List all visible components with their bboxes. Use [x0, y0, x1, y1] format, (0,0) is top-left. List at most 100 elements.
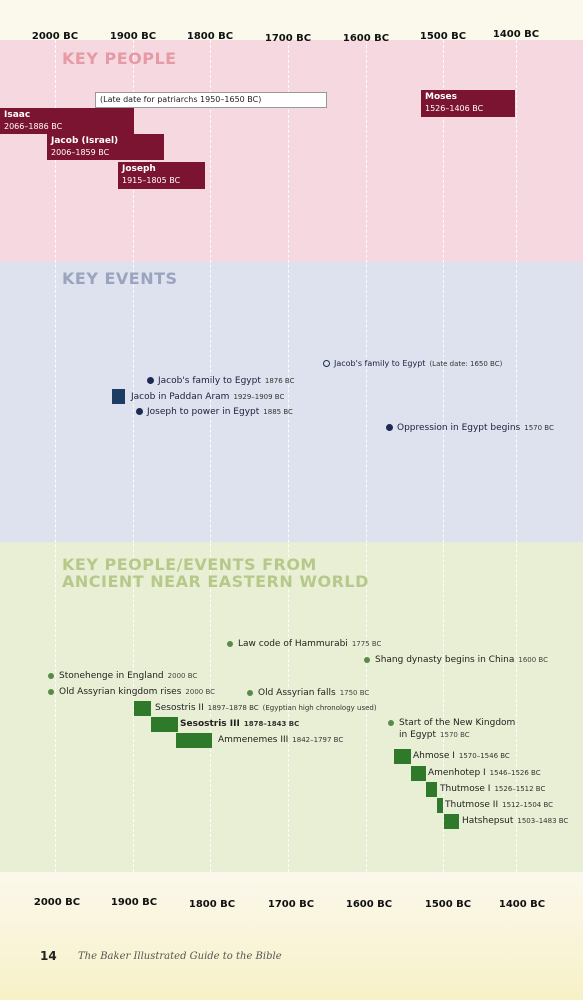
axis-bottom-label: 1900 BC	[110, 897, 158, 908]
event-dates: 1750 BC	[339, 689, 370, 697]
jacob-bar: Jacob (Israel) 2006–1859 BC	[47, 134, 164, 160]
event-dates: 1878–1843 BC	[243, 720, 300, 728]
isaac-dates: 2066–1886 BC	[4, 122, 63, 131]
key-events-title: KEY EVENTS	[62, 269, 178, 288]
event-label: Joseph to power in Egypt	[147, 407, 260, 417]
hatshepsut-bar	[444, 814, 459, 829]
dot-icon	[147, 377, 154, 384]
thutmose1-bar	[426, 782, 437, 797]
event-label: Stonehenge in England	[59, 671, 164, 681]
jacob-name: Jacob (Israel)	[51, 136, 119, 146]
axis-top-label: 1500 BC	[419, 31, 467, 42]
event-joseph-power: Joseph to power in Egypt 1885 BC	[136, 406, 293, 418]
world-hammurabi: Law code of Hammurabi 1775 BC	[227, 638, 381, 650]
event-label: Sesostris III	[180, 719, 240, 729]
axis-bottom-label: 1700 BC	[267, 899, 315, 910]
joseph-name: Joseph	[122, 164, 156, 174]
chronology-note: (Egyptian high chronology used)	[262, 704, 377, 712]
page-number: 14	[40, 949, 57, 963]
event-paddan: Jacob in Paddan Aram 1929–1909 BC	[112, 389, 284, 404]
axis-bottom-label: 2000 BC	[33, 897, 81, 908]
event-label: Shang dynasty begins in China	[375, 655, 515, 665]
event-label: Old Assyrian falls	[258, 688, 336, 698]
dot-icon	[247, 689, 253, 696]
ammenemes-label: Ammenemes III 1842–1797 BC	[218, 733, 343, 748]
event-label: Jacob's family to Egypt	[334, 359, 426, 368]
late-date-note: (Late date for patriarchs 1950–1650 BC)	[95, 92, 327, 108]
event-label: Amenhotep I	[428, 768, 486, 778]
axis-top-label: 1900 BC	[109, 31, 157, 42]
event-family: Jacob's family to Egypt 1876 BC	[147, 375, 294, 387]
gridline	[443, 40, 444, 872]
jacob-dates: 2006–1859 BC	[51, 148, 110, 157]
gridline	[133, 40, 134, 872]
event-dates: 1570–1546 BC	[458, 752, 510, 760]
event-dates: 2000 BC	[185, 688, 216, 696]
gridline	[516, 40, 517, 872]
key-people-title: KEY PEOPLE	[62, 49, 177, 68]
dot-icon	[227, 640, 233, 647]
event-dates: (Late date: 1650 BC)	[429, 360, 503, 368]
axis-bottom-label: 1400 BC	[498, 899, 546, 910]
event-dates: 1570 BC	[524, 424, 554, 432]
axis-top-label: 2000 BC	[31, 31, 79, 42]
event-dates: 2000 BC	[167, 672, 198, 680]
event-label: Old Assyrian kingdom rises	[59, 687, 182, 697]
axis-bottom-label: 1500 BC	[424, 899, 472, 910]
event-dates: 1600 BC	[518, 656, 548, 664]
event-dates: 1842–1797 BC	[292, 736, 344, 744]
dot-icon	[48, 688, 54, 695]
event-label: Hatshepsut	[462, 816, 514, 826]
event-oppression: Oppression in Egypt begins 1570 BC	[386, 422, 554, 434]
event-label: Oppression in Egypt begins	[397, 423, 521, 433]
axis-top-label: 1400 BC	[492, 29, 540, 40]
world-title-line1: KEY PEOPLE/EVENTS FROM	[62, 555, 317, 574]
sesostris2-label: Sesostris II 1897–1878 BC (Egyptian high c…	[155, 701, 377, 716]
event-dates: 1512–1504 BC	[502, 801, 554, 809]
gridline	[288, 40, 289, 872]
event-dates: 1775 BC	[351, 640, 382, 648]
world-new-kingdom: Start of the New Kingdom in Egypt 1570 BC	[388, 717, 515, 741]
gridline	[55, 40, 56, 872]
footer-band	[0, 872, 583, 1000]
thutmose2-bar	[437, 798, 443, 813]
sesostris3-label: Sesostris III 1878–1843 BC	[180, 717, 299, 732]
event-label: Jacob's family to Egypt	[158, 376, 261, 386]
event-label: Start of the New Kingdom	[399, 718, 516, 728]
world-title: KEY PEOPLE/EVENTS FROM ANCIENT NEAR EAST…	[62, 556, 369, 590]
axis-top-label: 1700 BC	[264, 33, 312, 44]
world-stonehenge: Stonehenge in England 2000 BC	[48, 670, 197, 682]
dot-icon	[136, 408, 143, 415]
dot-icon	[388, 719, 394, 726]
event-label: in Egypt	[399, 730, 437, 740]
sesostris2-bar	[134, 701, 151, 716]
sesostris3-bar	[151, 717, 178, 732]
moses-bar: Moses 1526–1406 BC	[421, 90, 515, 117]
joseph-bar: Joseph 1915–1805 BC	[118, 162, 205, 189]
ahmose-label: Ahmose I 1570–1546 BC	[413, 749, 510, 764]
moses-name: Moses	[425, 92, 457, 102]
ahmose-bar	[394, 749, 411, 764]
book-title: The Baker Illustrated Guide to the Bible	[78, 951, 282, 962]
joseph-dates: 1915–1805 BC	[122, 176, 181, 185]
moses-dates: 1526–1406 BC	[425, 104, 484, 113]
world-title-line2: ANCIENT NEAR EASTERN WORLD	[62, 572, 369, 591]
amenhotep-label: Amenhotep I 1546–1526 BC	[428, 766, 541, 781]
dot-icon	[386, 424, 393, 431]
event-dates: 1929–1909 BC	[233, 393, 285, 401]
event-dates: 1897–1878 BC	[207, 704, 259, 712]
event-label: Ammenemes III	[218, 735, 289, 745]
ammenemes-bar	[176, 733, 212, 748]
dot-icon	[364, 656, 370, 663]
key-events-band	[0, 262, 583, 542]
gridline	[366, 40, 367, 872]
event-dates: 1503–1483 BC	[517, 817, 569, 825]
dot-icon	[48, 672, 54, 679]
event-dates: 1876 BC	[264, 377, 295, 385]
thutmose1-label: Thutmose I 1526–1512 BC	[440, 782, 545, 797]
event-label: Law code of Hammurabi	[238, 639, 348, 649]
thutmose2-label: Thutmose II 1512–1504 BC	[445, 798, 553, 813]
world-assyrian-rises: Old Assyrian kingdom rises 2000 BC	[48, 686, 215, 698]
world-assyrian-falls: Old Assyrian falls 1750 BC	[247, 687, 369, 699]
event-label: Jacob in Paddan Aram	[131, 392, 230, 402]
